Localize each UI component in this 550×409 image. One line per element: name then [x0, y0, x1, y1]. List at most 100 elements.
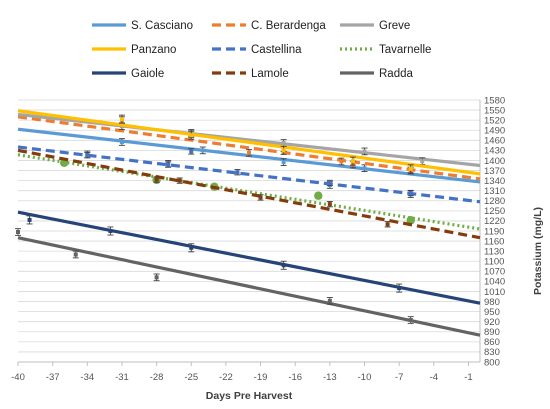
y-tick-label: 1250 — [484, 206, 505, 217]
trend-line-radda — [17, 236, 481, 337]
data-point — [408, 166, 413, 171]
data-point — [154, 275, 159, 280]
y-tick-label: 1040 — [484, 277, 505, 288]
data-point — [189, 133, 194, 138]
legend-label: Greve — [379, 20, 410, 32]
data-point — [189, 245, 194, 250]
y-tick-label: 1280 — [484, 196, 505, 207]
legend-item-s-casciano: S. Casciano — [92, 20, 193, 32]
data-point — [108, 229, 113, 233]
data-point — [235, 170, 240, 175]
legend-item-c-berardenga: C. Berardenga — [212, 20, 326, 32]
y-tick-label: 1460 — [484, 136, 505, 147]
data-point — [327, 298, 332, 303]
data-point — [177, 178, 182, 183]
y-tick-label: 830 — [484, 347, 500, 358]
data-point — [281, 160, 286, 165]
x-tick-label: -37 — [46, 372, 60, 383]
legend-item-castellina: Castellina — [212, 44, 302, 56]
series-lamole — [17, 148, 481, 240]
y-tick-label: 1070 — [484, 267, 505, 278]
trend-line-c-berardenga — [17, 115, 481, 181]
data-point — [339, 159, 344, 164]
data-point — [258, 195, 263, 200]
data-point — [397, 286, 402, 291]
legend-label: Radda — [379, 68, 413, 80]
y-axis-title: Potassium (mg/L) — [532, 207, 544, 295]
data-point — [200, 148, 205, 153]
y-tick-label: 860 — [484, 337, 500, 348]
series-gaiole — [17, 210, 481, 305]
y-tick-label: 920 — [484, 317, 500, 328]
y-tick-label: 1430 — [484, 146, 505, 157]
legend-item-radda: Radda — [340, 68, 413, 80]
data-point — [281, 263, 286, 268]
x-axis-title: Days Pre Harvest — [206, 390, 293, 402]
trend-line-castellina — [17, 145, 481, 204]
legend-item-tavarnelle: Tavarnelle — [340, 44, 431, 56]
series-castellina — [17, 145, 481, 204]
data-point — [247, 150, 251, 155]
legend-label: S. Casciano — [131, 20, 193, 32]
y-tick-label: 950 — [484, 307, 500, 318]
y-tick-label: 1190 — [484, 226, 504, 237]
legend-label: C. Berardenga — [251, 20, 326, 32]
data-point — [119, 139, 124, 144]
y-tick-label: 1580 — [484, 95, 505, 106]
y-tick-label: 1490 — [484, 126, 505, 137]
series-group — [15, 109, 481, 337]
x-tick-label: -28 — [150, 372, 164, 383]
y-tick-label: 1550 — [484, 105, 505, 116]
data-point — [314, 191, 323, 200]
y-tick-label: 1100 — [484, 257, 504, 268]
legend-label: Panzano — [131, 44, 176, 56]
x-tick-label: -25 — [184, 372, 198, 383]
data-point — [281, 140, 286, 145]
y-tick-label: 1220 — [484, 216, 505, 227]
legend-item-greve: Greve — [340, 20, 410, 32]
data-point — [154, 177, 159, 182]
y-tick-label: 1370 — [484, 166, 505, 177]
data-point — [362, 149, 367, 154]
y-tick-label: 1010 — [484, 287, 505, 298]
data-point — [85, 153, 90, 158]
x-tick-label: -4 — [430, 372, 438, 383]
y-tick-label: 800 — [484, 357, 500, 368]
x-tick-label: -1 — [464, 372, 472, 383]
data-point — [73, 252, 78, 257]
x-tick-label: -10 — [358, 372, 372, 383]
x-tick-label: -7 — [395, 372, 403, 383]
data-point — [362, 166, 367, 171]
y-tick-label: 1400 — [484, 156, 505, 167]
legend: S. Casciano C. Berardenga Greve Panzano Cast… — [92, 20, 431, 80]
data-point — [327, 180, 332, 185]
data-point — [281, 148, 286, 153]
data-point — [420, 159, 425, 164]
x-tick-label: -31 — [115, 372, 129, 383]
y-tick-label: 1310 — [484, 186, 505, 197]
data-point — [408, 318, 413, 323]
y-tick-label: 980 — [484, 297, 500, 308]
x-tick-label: -22 — [219, 372, 233, 383]
trend-line-lamole — [17, 148, 481, 240]
x-tick-label: -40 — [11, 372, 25, 383]
y-tick-label: 1520 — [484, 115, 505, 126]
gridlines: 8008308608909209509801010104010701100113… — [11, 95, 505, 383]
trend-line-panzano — [17, 109, 481, 176]
trend-line-gaiole — [17, 210, 481, 305]
axes: Days Pre Harvest Potassium (mg/L) — [206, 207, 544, 402]
legend-item-gaiole: Gaiole — [92, 68, 164, 80]
legend-label: Castellina — [251, 44, 302, 56]
legend-item-panzano: Panzano — [92, 44, 176, 56]
data-point — [408, 191, 413, 196]
x-tick-label: -34 — [80, 372, 94, 383]
data-point — [189, 149, 194, 154]
data-point — [27, 217, 32, 222]
y-tick-label: 1130 — [484, 246, 504, 257]
trend-line-greve — [17, 112, 481, 168]
data-point — [119, 117, 124, 122]
legend-label: Tavarnelle — [379, 44, 431, 56]
data-point — [385, 222, 390, 227]
